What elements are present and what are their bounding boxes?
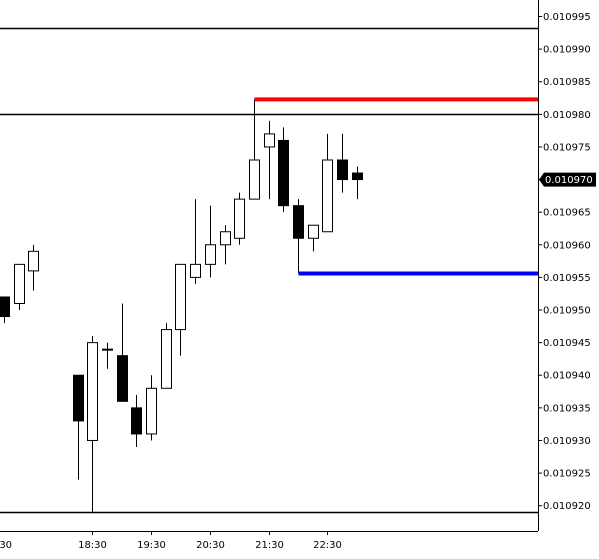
- candle[interactable]: [175, 263, 186, 356]
- candle-body: [28, 250, 39, 272]
- candle[interactable]: [278, 127, 289, 213]
- y-tick-label: 0.010990: [543, 45, 591, 56]
- candles: [0, 107, 363, 513]
- y-tick-label: 0.010985: [543, 77, 591, 88]
- candle[interactable]: [205, 205, 216, 278]
- candle[interactable]: [234, 192, 245, 245]
- candle[interactable]: [249, 107, 260, 200]
- y-tick-label: 0.010995: [543, 12, 591, 23]
- x-tick-label: 20:30: [196, 540, 225, 551]
- candle-body: [146, 387, 157, 435]
- y-tick-label: 0.010940: [543, 371, 591, 382]
- candle[interactable]: [102, 342, 113, 369]
- candle[interactable]: [293, 199, 304, 265]
- candle-body: [337, 159, 348, 181]
- candle-body: [322, 159, 333, 233]
- candle[interactable]: [146, 375, 157, 441]
- candle-body: [220, 231, 231, 246]
- y-tick-label: 0.010935: [543, 403, 591, 414]
- current-price-marker: 0.010970: [539, 172, 596, 187]
- candle-body: [293, 205, 304, 239]
- current-price-badge: [539, 172, 596, 187]
- candle-body: [205, 244, 216, 265]
- x-tick-label: 18:30: [78, 540, 107, 551]
- y-tick-label: 0.010960: [543, 240, 591, 251]
- candle-body: [73, 374, 84, 422]
- candle-body: [14, 263, 25, 304]
- y-tick-label: 0.010950: [543, 306, 591, 317]
- candle[interactable]: [322, 133, 333, 233]
- time-axis[interactable]: 18:30 19:30 20:30 21:30 22:30 :30: [0, 531, 342, 551]
- candle-body: [87, 342, 98, 441]
- candle[interactable]: [131, 394, 142, 447]
- candle-body: [117, 355, 128, 402]
- x-tick-label: 21:30: [255, 540, 284, 551]
- y-tick-label: 0.010930: [543, 436, 591, 447]
- horizontal-levels: [0, 27, 538, 514]
- candle-body: [131, 407, 142, 435]
- candle-body: [234, 198, 245, 239]
- candle[interactable]: [0, 296, 10, 324]
- candle[interactable]: [73, 374, 84, 480]
- x-tick-label: 19:30: [137, 540, 166, 551]
- candle[interactable]: [117, 303, 128, 402]
- candle-body: [102, 348, 113, 351]
- candle-body: [161, 329, 172, 389]
- candle[interactable]: [161, 323, 172, 389]
- candle[interactable]: [264, 120, 275, 200]
- y-tick-label: 0.010925: [543, 469, 591, 480]
- current-price-label: 0.010970: [545, 175, 593, 186]
- ray-segments: [254, 97, 538, 276]
- candle-body: [352, 172, 363, 181]
- y-tick-label: 0.010920: [543, 501, 591, 512]
- candle[interactable]: [190, 199, 201, 284]
- candle[interactable]: [337, 133, 348, 193]
- candle-body: [0, 296, 10, 318]
- candle-body: [190, 263, 201, 278]
- candle[interactable]: [308, 224, 319, 252]
- candle[interactable]: [14, 263, 25, 311]
- y-tick-label: 0.010975: [543, 142, 591, 153]
- candle-body: [278, 139, 289, 207]
- candle-body: [264, 133, 275, 148]
- candle[interactable]: [352, 166, 363, 200]
- candle-body: [175, 263, 186, 331]
- candle-body: [249, 159, 260, 200]
- y-tick-label: 0.010945: [543, 338, 591, 349]
- x-tick-label-partial: :30: [0, 540, 12, 551]
- y-tick-label: 0.010955: [543, 273, 591, 284]
- candle-body: [308, 224, 319, 239]
- x-tick-label: 22:30: [313, 540, 342, 551]
- y-tick-label: 0.010965: [543, 208, 591, 219]
- candle[interactable]: [28, 244, 39, 291]
- candle[interactable]: [220, 225, 231, 265]
- y-tick-label: 0.010980: [543, 110, 591, 121]
- candle[interactable]: [87, 336, 98, 513]
